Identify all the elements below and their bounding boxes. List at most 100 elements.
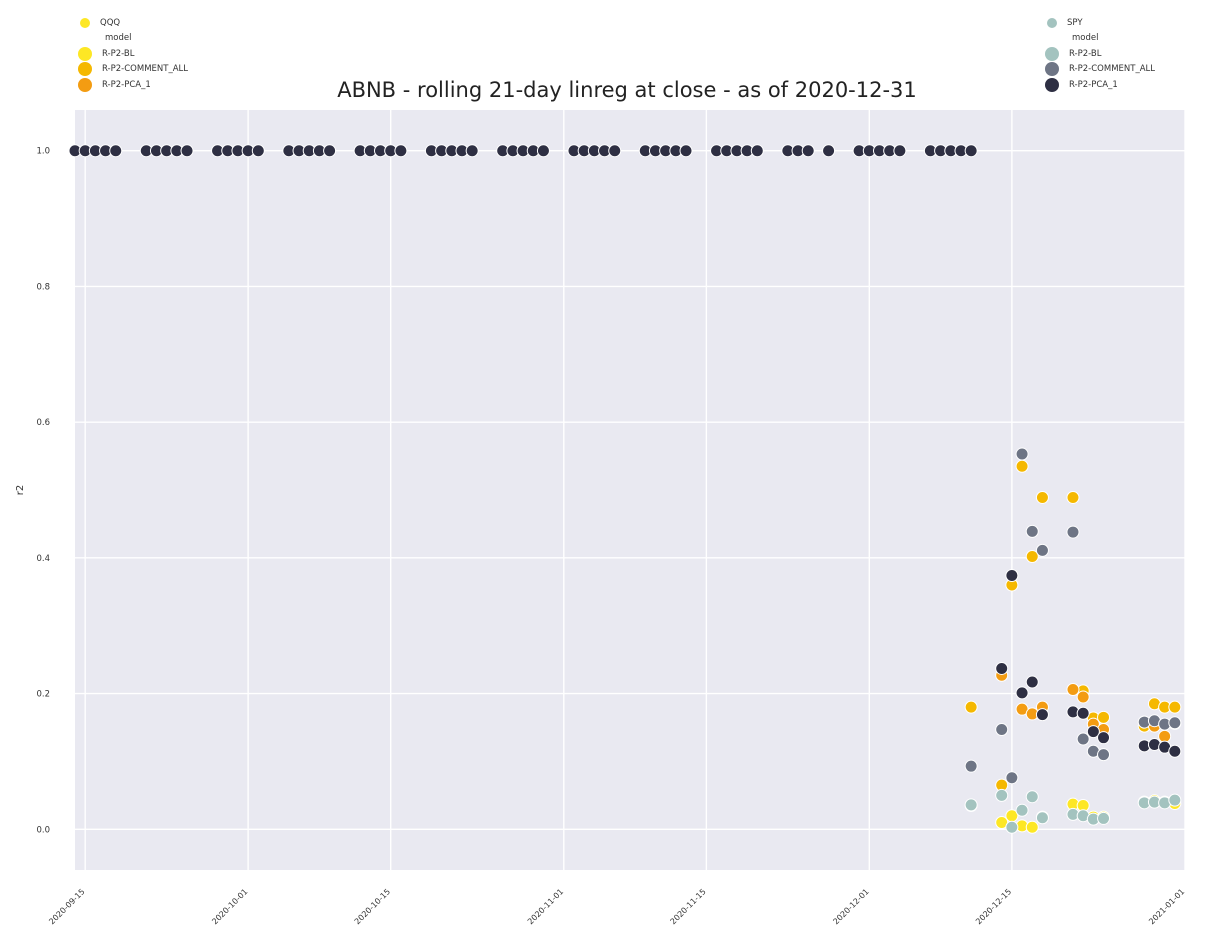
x-gridlines (84, 110, 1186, 870)
legend-spy-hue-row: SPY (1045, 15, 1155, 31)
legend-qqq-marker-bl (78, 46, 92, 61)
legend-spy-entry: R-P2-BL (1045, 46, 1155, 62)
data-point (465, 144, 479, 158)
data-point (893, 144, 907, 158)
x-tick-labels: 2020-09-15 2020-10-01 2020-10-15 2020-11-01… (47, 887, 1186, 926)
data-point (995, 788, 1009, 802)
data-point (1076, 732, 1090, 746)
data-point (1097, 731, 1111, 745)
legend-spy: SPY model R-P2-BL R-P2-COMMENT_ALL R-P2-… (1045, 15, 1155, 93)
data-point (964, 144, 978, 158)
x-tick-label: 2020-10-01 (210, 887, 249, 926)
data-point (1025, 820, 1039, 834)
data-point (1005, 569, 1019, 582)
data-point (1086, 725, 1100, 739)
data-point (536, 144, 550, 158)
x-tick-label: 2020-10-15 (353, 887, 392, 926)
data-point (1066, 683, 1080, 696)
legend-qqq-label-comment-all: R-P2-COMMENT_ALL (102, 64, 188, 75)
data-point (1025, 675, 1039, 689)
legend-spy-hue-title: SPY (1067, 17, 1083, 28)
y-tick-labels: 0.0 0.2 0.4 0.6 0.8 1.0 (36, 147, 50, 836)
x-tick-label: 2020-12-01 (831, 887, 870, 926)
data-point (995, 661, 1009, 675)
data-point (679, 144, 693, 158)
legend-qqq-hue-row: QQQ (78, 15, 188, 31)
data-point (1035, 490, 1049, 504)
data-point (1168, 700, 1182, 714)
data-point (608, 144, 622, 158)
data-point (964, 759, 978, 773)
data-point (323, 144, 337, 158)
y-tick-label: 0.6 (36, 418, 50, 428)
data-point (1015, 447, 1029, 461)
legend-qqq-marker-comment-all (78, 62, 92, 77)
data-point (995, 723, 1009, 737)
legend-qqq-marker-pca (78, 77, 92, 92)
legend-spy-label-pca: R-P2-PCA_1 (1069, 79, 1118, 90)
legend-spy-marker-pca (1045, 77, 1059, 92)
legend-spy-hue-marker (1047, 17, 1057, 28)
legend-qqq-label-bl: R-P2-BL (102, 48, 135, 59)
data-point (1066, 525, 1080, 539)
data-point (1097, 710, 1111, 724)
y-tick-label: 0.4 (36, 554, 50, 564)
x-tick-label: 2020-09-15 (47, 887, 86, 926)
data-point (1015, 686, 1029, 700)
data-point (1035, 811, 1049, 825)
legend-spy-marker-comment-all (1045, 62, 1059, 77)
data-point (394, 144, 408, 158)
data-point (1066, 490, 1080, 504)
data-point (964, 700, 978, 714)
data-point (1035, 543, 1049, 557)
data-point (1158, 729, 1172, 743)
legend-spy-label-comment-all: R-P2-COMMENT_ALL (1069, 64, 1155, 75)
x-tick-label: 2020-11-15 (669, 887, 708, 926)
legend-qqq-style-row: model (78, 31, 188, 47)
data-point (964, 798, 978, 812)
plot-background (75, 110, 1185, 870)
legend-qqq-hue-title: QQQ (100, 17, 121, 28)
legend-qqq-label-pca: R-P2-PCA_1 (102, 79, 151, 90)
data-point (1005, 771, 1019, 785)
legend-qqq-entry: R-P2-PCA_1 (78, 77, 188, 93)
data-point (1076, 690, 1090, 704)
data-point (1005, 820, 1019, 834)
y-axis-label: r2 (15, 485, 26, 495)
legend-spy-marker-bl (1045, 46, 1059, 61)
legend-qqq-hue-marker (80, 17, 90, 28)
data-point (1035, 708, 1049, 722)
data-point (801, 144, 815, 158)
data-point (1076, 706, 1090, 720)
legend-qqq: QQQ model R-P2-BL R-P2-COMMENT_ALL R-P2-… (78, 15, 188, 93)
y-tick-label: 0.2 (36, 690, 50, 700)
data-point (1097, 811, 1111, 825)
data-point (180, 144, 194, 158)
data-point (750, 144, 764, 158)
data-point (1015, 459, 1029, 473)
chart-title: ABNB - rolling 21-day linreg at close - … (337, 78, 917, 102)
y-tick-label: 0.8 (36, 282, 50, 292)
data-point (1097, 748, 1111, 762)
legend-spy-entry: R-P2-PCA_1 (1045, 77, 1155, 93)
x-tick-label: 2020-11-01 (526, 887, 565, 926)
data-point (1168, 744, 1182, 758)
x-tick-label: 2020-12-15 (974, 887, 1013, 926)
data-point (1025, 524, 1039, 538)
y-tick-label: 0.0 (36, 825, 50, 835)
data-point (822, 144, 836, 158)
y-tick-label: 1.0 (36, 147, 50, 157)
legend-spy-style-row: model (1045, 31, 1155, 47)
data-point (1015, 803, 1029, 817)
data-point (1025, 790, 1039, 804)
data-point (109, 144, 123, 158)
x-tick-label: 2021-01-01 (1147, 887, 1186, 926)
legend-spy-entry: R-P2-COMMENT_ALL (1045, 62, 1155, 78)
data-point (251, 144, 265, 158)
legend-qqq-style-title: model (105, 33, 132, 44)
legend-qqq-entry: R-P2-COMMENT_ALL (78, 62, 188, 78)
data-point (1025, 550, 1039, 563)
legend-spy-label-bl: R-P2-BL (1069, 48, 1102, 59)
legend-qqq-entry: R-P2-BL (78, 46, 188, 62)
